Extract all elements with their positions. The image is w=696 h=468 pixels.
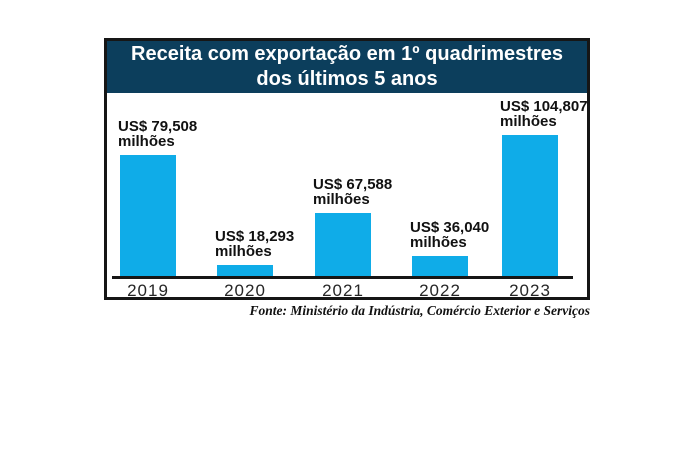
x-axis-label-2019: 2019 — [127, 281, 169, 300]
bar-2022 — [412, 256, 468, 276]
chart-title: Receita com exportação em 1º quadrimestr… — [107, 41, 587, 93]
bar-value-unit: milhões — [215, 243, 272, 260]
x-axis-label-2023: 2023 — [509, 281, 551, 300]
bar-2023 — [502, 135, 558, 276]
bar-value-unit: milhões — [500, 113, 557, 130]
bar-2019 — [120, 155, 176, 276]
chart-title-line1: Receita com exportação em 1º quadrimestr… — [131, 43, 563, 65]
x-axis-line — [112, 276, 573, 279]
x-axis-label-2022: 2022 — [419, 281, 461, 300]
x-axis-label-2021: 2021 — [322, 281, 364, 300]
bar-value-amount: US$ 36,040 — [410, 219, 490, 236]
bar-2021 — [315, 213, 371, 276]
source-credit: Fonte: Ministério da Indústria, Comércio… — [249, 303, 590, 318]
bar-value-amount: US$ 104,807 — [500, 98, 588, 115]
bar-value-label-2023: US$ 104,807 milhões — [500, 99, 588, 129]
bar-value-unit: milhões — [313, 191, 370, 208]
bar-value-amount: US$ 79,508 — [118, 118, 198, 135]
bar-value-amount: US$ 67,588 — [313, 176, 393, 193]
x-axis-label-2020: 2020 — [224, 281, 266, 300]
bar-value-label-2019: US$ 79,508 milhões — [118, 119, 197, 149]
bar-value-unit: milhões — [410, 234, 467, 251]
bar-value-label-2021: US$ 67,588 milhões — [313, 177, 392, 207]
bar-value-label-2022: US$ 36,040 milhões — [410, 220, 489, 250]
bar-2020 — [217, 265, 273, 276]
chart-title-line2: dos últimos 5 anos — [256, 68, 438, 90]
plot-area: US$ 79,508 milhões 2019 US$ 18,293 milhões 20… — [107, 93, 588, 300]
bar-value-unit: milhões — [118, 133, 175, 150]
bar-value-label-2020: US$ 18,293 milhões — [215, 229, 294, 259]
bar-value-amount: US$ 18,293 — [215, 228, 295, 245]
export-revenue-chart: Receita com exportação em 1º quadrimestr… — [104, 38, 590, 300]
